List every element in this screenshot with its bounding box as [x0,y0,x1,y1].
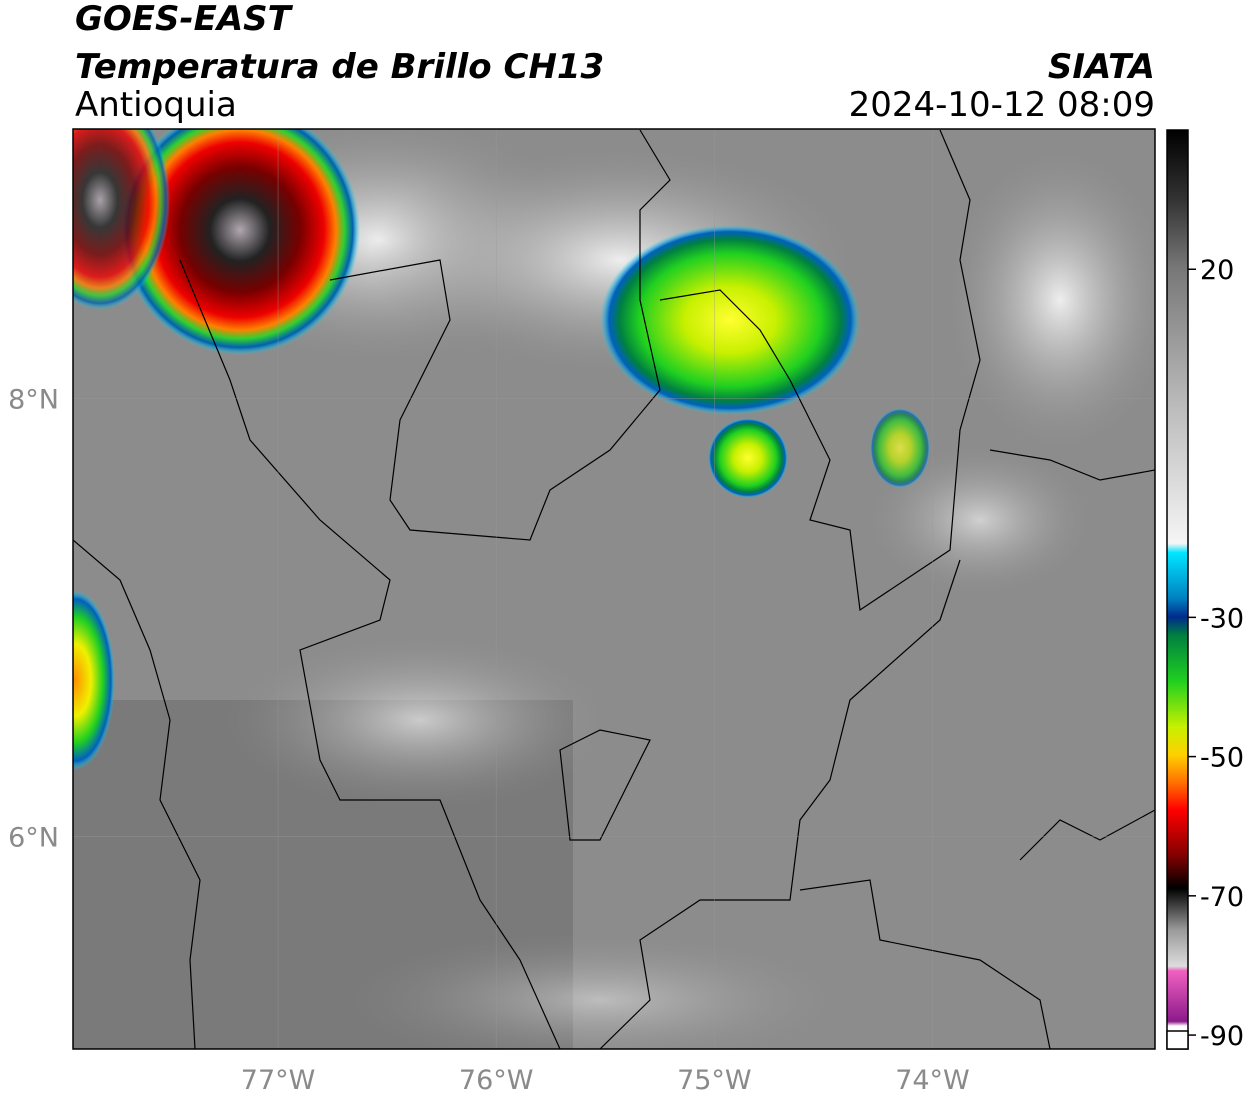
y-tick-label: 8°N [8,384,59,415]
source: SIATA [1048,47,1155,87]
title: Temperatura de Brillo CH13 [75,47,604,87]
satellite: GOES-EAST [75,0,294,39]
x-tick-label: 74°W [895,1065,970,1096]
graticule [73,129,1155,1049]
colorbar-under [1166,1030,1189,1050]
region: Antioquia [75,85,237,125]
x-tick-label: 76°W [459,1065,534,1096]
map-frame [72,128,1156,1050]
x-tick-label: 77°W [241,1065,316,1096]
y-tick-label: 6°N [8,823,59,854]
colorbar-tick-label: -70 [1200,882,1244,913]
colorbar [1166,129,1189,1050]
colorbar-tick-label: 20 [1200,255,1234,286]
colorbar-tick-label: -50 [1200,743,1244,774]
x-tick-label: 75°W [677,1065,752,1096]
ticks: 77°W 76°W 75°W 74°W 8°N 6°N 20 -30 -50 -70 -90 [8,255,1244,1096]
datetime: 2024-10-12 08:09 [849,85,1155,125]
colorbar-tick-label: -30 [1200,603,1244,634]
map-image [73,129,1155,1049]
colorbar-tick-label: -90 [1200,1021,1244,1052]
